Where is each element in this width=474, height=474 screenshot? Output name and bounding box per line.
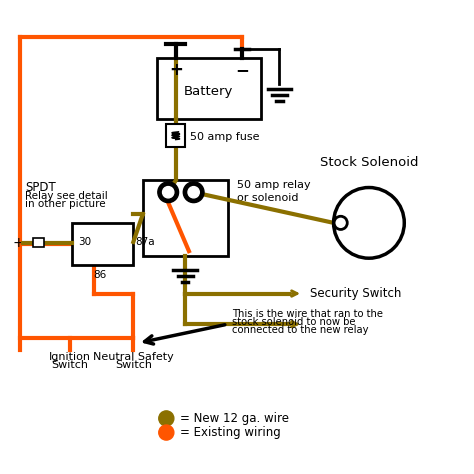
Text: 86: 86 <box>93 270 107 280</box>
Circle shape <box>334 216 347 229</box>
Bar <box>72 223 133 265</box>
Text: +: + <box>169 61 182 79</box>
Text: = Existing wiring: = Existing wiring <box>181 426 281 439</box>
Text: Switch: Switch <box>51 360 88 370</box>
Bar <box>143 181 228 256</box>
Text: Relay see detail: Relay see detail <box>25 191 108 201</box>
Text: Security Switch: Security Switch <box>310 287 401 300</box>
Circle shape <box>163 187 174 198</box>
Text: = New 12 ga. wire: = New 12 ga. wire <box>181 412 290 425</box>
Text: Neutral Safety: Neutral Safety <box>93 352 173 362</box>
Bar <box>34 238 44 247</box>
Text: Ignition: Ignition <box>49 352 91 362</box>
Text: This is the wire that ran to the: This is the wire that ran to the <box>232 310 383 319</box>
Circle shape <box>188 187 199 198</box>
Text: −: − <box>235 61 249 79</box>
Text: SPDT: SPDT <box>25 181 56 194</box>
Circle shape <box>158 182 179 202</box>
Text: Battery: Battery <box>184 85 233 98</box>
Text: 50 amp fuse: 50 amp fuse <box>190 132 259 142</box>
Text: Switch: Switch <box>115 360 152 370</box>
Circle shape <box>159 425 174 440</box>
Text: or solenoid: or solenoid <box>237 193 299 203</box>
Text: in other picture: in other picture <box>25 199 106 209</box>
Text: 87a: 87a <box>136 237 155 247</box>
Text: 30: 30 <box>78 237 91 247</box>
Text: connected to the new relay: connected to the new relay <box>232 326 369 336</box>
Circle shape <box>159 411 174 426</box>
Text: +: + <box>12 236 24 250</box>
Circle shape <box>183 182 204 202</box>
Bar <box>166 124 185 147</box>
Text: 50 amp relay: 50 amp relay <box>237 180 310 190</box>
Bar <box>157 58 261 119</box>
Text: stock solenoid to now be: stock solenoid to now be <box>232 318 356 328</box>
Text: Stock Solenoid: Stock Solenoid <box>319 155 418 169</box>
